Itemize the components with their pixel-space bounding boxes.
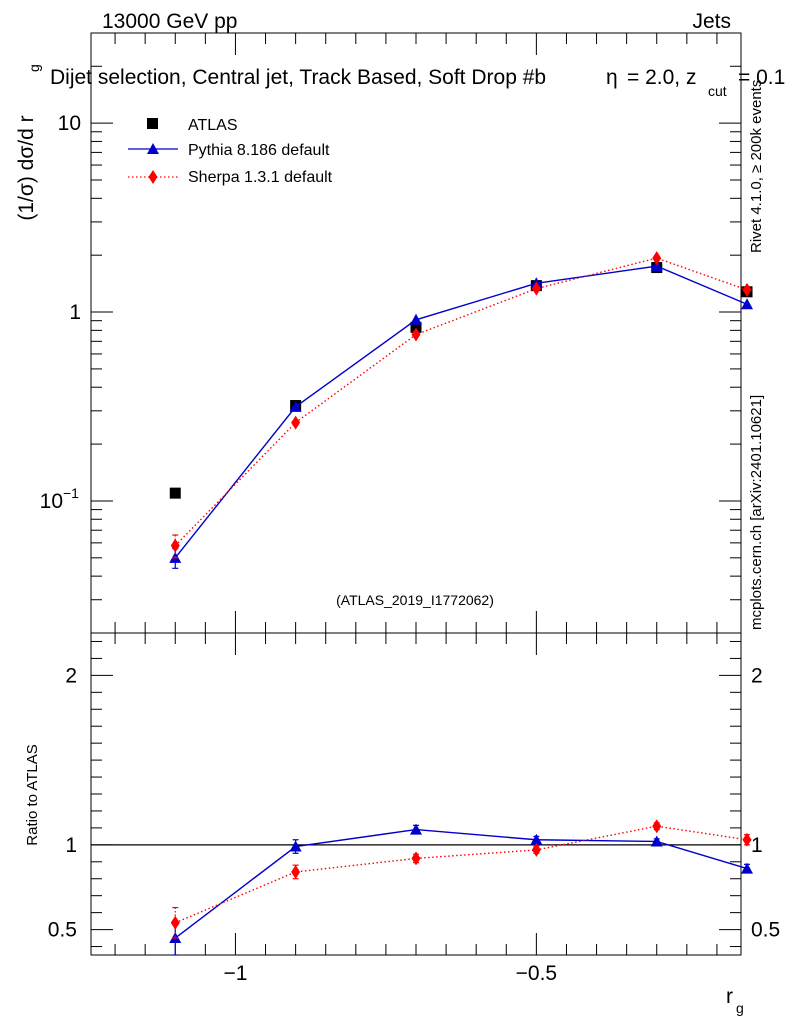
pythia-point	[289, 400, 302, 412]
sherpa-point	[411, 327, 421, 342]
selection-title: Dijet selection, Central jet, Track Base…	[50, 66, 785, 99]
ratio-xaxis-labels: −1 −0.5	[223, 962, 557, 985]
pythia-point	[741, 862, 754, 874]
pythia-point	[741, 298, 754, 310]
legend-marker-pythia	[147, 143, 159, 154]
energy-label: 13000 GeV pp	[102, 10, 237, 33]
pythia-point	[650, 260, 663, 272]
sherpa-point	[291, 415, 301, 430]
legend-label-pythia: Pythia 8.186 default	[188, 142, 330, 159]
x-axis-title: r g	[726, 985, 744, 1016]
pythia-line	[174, 828, 748, 939]
pythia-point	[289, 840, 302, 852]
main-ticks	[91, 32, 741, 634]
ratio-y-tick-label: 2	[65, 664, 77, 687]
legend-label-atlas: ATLAS	[188, 117, 238, 134]
sherpa-line	[174, 825, 748, 924]
x-tick-label: −0.5	[516, 962, 557, 985]
process-label: Jets	[692, 10, 731, 33]
xlabel-sub: g	[736, 1000, 744, 1016]
sherpa-point	[531, 842, 541, 857]
pythia-point	[530, 833, 543, 845]
ratio-ticks	[91, 633, 741, 955]
ratio-series	[169, 819, 754, 956]
legend: ATLAS Pythia 8.186 default Sherpa 1.3.1 …	[128, 117, 333, 186]
y-tick-label: 10	[40, 490, 63, 513]
ratio-y-tick-label: 1	[65, 834, 77, 857]
sherpa-point	[531, 281, 541, 296]
atlas-point	[410, 321, 422, 333]
pythia-point	[410, 823, 422, 835]
main-series	[169, 251, 754, 569]
eta-symbol: η	[606, 66, 618, 89]
sherpa-point	[170, 538, 180, 553]
legend-marker-atlas	[147, 118, 158, 129]
ratio-frame	[90, 632, 742, 956]
pythia-line	[174, 265, 748, 559]
y-tick-label: 10	[58, 112, 81, 135]
main-ylabel-text: (1/σ) dσ/d r	[15, 115, 38, 220]
selection-end: = 0.1	[738, 66, 785, 89]
sherpa-point	[411, 851, 421, 866]
ratio-yaxis-labels: 0.5 0.5 1 1 2 2	[48, 664, 780, 941]
legend-marker-sherpa	[148, 170, 158, 184]
sherpa-point	[652, 819, 662, 834]
xlabel-text: r	[726, 985, 733, 1008]
pythia-point	[650, 835, 663, 847]
x-tick-label: −1	[223, 962, 247, 985]
mcplots-label: mcplots.cern.ch [arXiv:2401.10621]	[748, 395, 765, 630]
selection-sub: cut	[708, 83, 727, 99]
ratio-y-tick-label-right: 1	[751, 834, 763, 857]
sherpa-line	[174, 257, 748, 547]
selection-label: Dijet selection, Central jet, Track Base…	[50, 66, 546, 89]
ratio-ylabel: Ratio to ATLAS	[24, 744, 41, 845]
main-ylabel: (1/σ) dσ/d r g	[15, 64, 42, 220]
sherpa-point	[291, 864, 301, 879]
sherpa-point	[170, 915, 180, 930]
selection-tail: = 2.0, z	[627, 66, 696, 89]
rivet-label: Rivet 4.1.0, ≥ 200k events	[748, 80, 765, 253]
main-ylabel-sub: g	[26, 64, 42, 72]
sherpa-point	[652, 251, 662, 266]
legend-label-sherpa: Sherpa 1.3.1 default	[188, 169, 333, 186]
y-tick-label: 1	[69, 301, 81, 324]
ratio-y-tick-label-right: 0.5	[751, 919, 780, 942]
sherpa-point	[742, 282, 752, 297]
ratio-y-tick-label-right: 2	[751, 664, 763, 687]
sherpa-point	[742, 832, 752, 847]
y-tick-label-exponent: −1	[63, 485, 79, 501]
atlas-point	[169, 487, 181, 499]
ratio-y-tick-label: 0.5	[48, 919, 77, 942]
analysis-id: (ATLAS_2019_I1772062)	[336, 592, 494, 608]
pythia-point	[410, 313, 422, 325]
